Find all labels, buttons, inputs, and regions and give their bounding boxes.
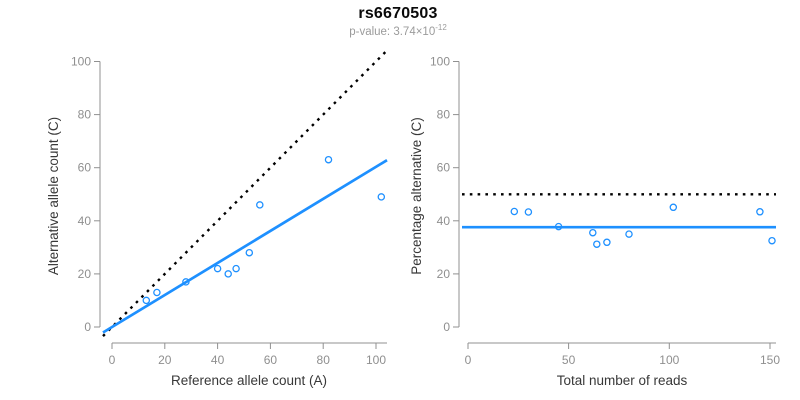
data-point (324, 155, 333, 164)
plot-title: rs6670503 (358, 5, 438, 22)
data-point (756, 208, 764, 216)
data-point (377, 193, 386, 201)
data-point (232, 264, 240, 273)
x-tick-label: 80 (317, 353, 331, 367)
data-point (142, 296, 151, 305)
data-point (625, 230, 633, 238)
right-panel-marks: 0 20 40 60 80 100 0 50 100 150 (430, 55, 780, 368)
y-tick-label: 20 (78, 267, 92, 281)
left-panel-marks: 0 20 40 60 80 100 0 20 40 60 80 100 (71, 50, 388, 367)
y-tick-label: 80 (78, 108, 92, 122)
data-point (524, 208, 533, 216)
y-tick-label: 60 (78, 161, 92, 175)
y-tick-label: 20 (437, 267, 451, 281)
x-tick-label: 40 (211, 353, 225, 367)
pvalue-text: p-value: 3.74×10 (349, 26, 436, 38)
data-point (593, 240, 601, 248)
data-point (153, 288, 161, 297)
x-tick-label: 50 (562, 353, 576, 367)
data-point (603, 238, 611, 247)
x-axis-label-right: Total number of reads (557, 373, 688, 388)
x-tick-label: 0 (109, 353, 116, 367)
data-point (669, 203, 678, 212)
y-tick-label: 0 (443, 320, 450, 334)
data-point (256, 201, 264, 209)
data-point (510, 207, 519, 216)
identity-line (102, 50, 388, 337)
plot-subtitle: p-value: 3.74×10-12 (0, 23, 796, 38)
y-tick-label: 60 (437, 161, 451, 175)
data-point (589, 228, 597, 237)
y-tick-label: 0 (84, 320, 91, 334)
data-point (245, 248, 254, 257)
y-tick-label: 100 (430, 55, 450, 69)
x-tick-label: 60 (264, 353, 278, 367)
x-tick-label: 0 (465, 353, 472, 367)
data-point (768, 236, 776, 245)
data-point (224, 270, 232, 278)
y-tick-label: 40 (78, 214, 92, 228)
y-tick-label: 100 (71, 55, 91, 69)
data-point (554, 222, 563, 231)
data-point (213, 264, 222, 273)
y-axis-label-left: Alternative allele count (C) (46, 117, 61, 275)
y-axis-label-right: Percentage alternative (C) (409, 117, 424, 275)
y-tick-label: 80 (437, 108, 451, 122)
y-tick-label: 40 (437, 214, 451, 228)
x-tick-label: 20 (158, 353, 172, 367)
x-tick-label: 100 (366, 353, 386, 367)
x-axis-label-left: Reference allele count (A) (171, 373, 327, 388)
fit-line (102, 159, 388, 334)
pvalue-exponent: -12 (435, 23, 447, 33)
data-point (182, 278, 190, 286)
x-tick-label: 150 (760, 353, 780, 367)
x-tick-label: 100 (659, 353, 679, 367)
